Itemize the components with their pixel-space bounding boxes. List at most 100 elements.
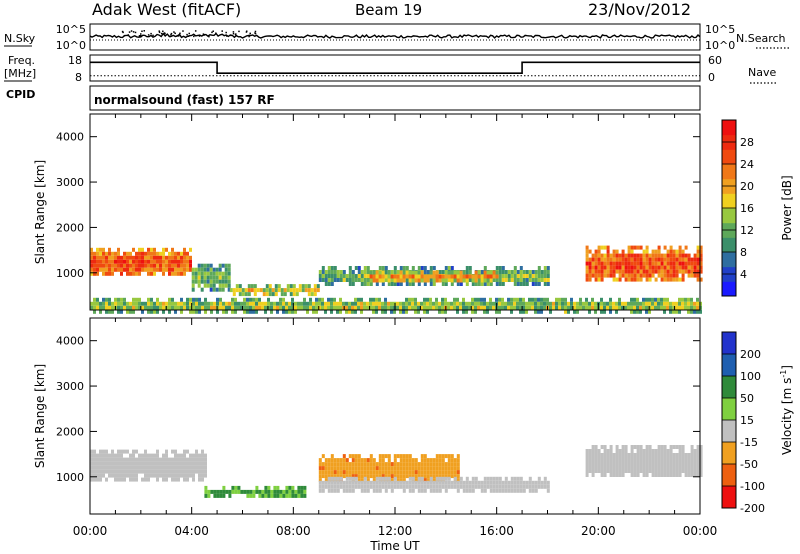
heatmap-cell [219, 489, 223, 494]
heatmap-cell [183, 461, 186, 466]
heatmap-cell [324, 309, 327, 314]
heatmap-cell [138, 305, 141, 310]
heatmap-cell [612, 273, 616, 278]
heatmap-cell [660, 305, 663, 310]
heatmap-cell [135, 477, 138, 482]
heatmap-cell [606, 265, 610, 270]
heatmap-cell [283, 292, 287, 297]
heatmap-cell [306, 305, 309, 310]
heatmap-cell [690, 457, 694, 461]
heatmap-cell [636, 457, 640, 461]
heatmap-cell [627, 265, 631, 270]
heatmap-cell [197, 263, 201, 268]
heatmap-cell [165, 267, 168, 272]
heatmap-cell [636, 245, 640, 250]
heatmap-cell [423, 278, 427, 283]
heatmap-cell [678, 257, 682, 262]
heatmap-cell [165, 453, 168, 458]
heatmap-cell [624, 257, 628, 262]
heatmap-cell [191, 275, 195, 280]
heatmap-cell [594, 273, 598, 278]
heatmap-cell [204, 465, 207, 470]
heatmap-cell [438, 466, 442, 471]
heatmap-cell [690, 301, 693, 306]
heatmap-cell [498, 282, 502, 286]
heatmap-cell [204, 309, 207, 314]
heatmap-cell [345, 488, 349, 493]
heatmap-cell [663, 257, 667, 262]
heatmap-cell [456, 484, 460, 489]
heatmap-cell [630, 261, 634, 266]
heatmap-cell [330, 476, 334, 481]
heatmap-cell [177, 461, 180, 466]
colorbar-tick-label: 4 [740, 268, 747, 281]
heatmap-cell [402, 270, 406, 274]
heatmap-cell [444, 484, 448, 489]
heatmap-cell [507, 301, 510, 306]
heatmap-cell [291, 485, 295, 490]
noise-point [170, 32, 173, 35]
heatmap-cell [147, 305, 150, 310]
heatmap-cell [426, 305, 429, 310]
heatmap-cell [282, 305, 285, 310]
noise-point [130, 30, 133, 32]
cpid-label: CPID [6, 88, 35, 101]
heatmap-cell [396, 474, 400, 479]
heatmap-cell [633, 305, 636, 310]
heatmap-cell [141, 263, 144, 268]
heatmap-cell [660, 465, 664, 469]
heatmap-cell [274, 292, 278, 297]
heatmap-cell [209, 271, 213, 276]
heatmap-cell [651, 261, 655, 266]
heatmap-cell [687, 265, 691, 270]
heatmap-cell [687, 465, 691, 469]
heatmap-cell [450, 484, 454, 489]
heatmap-cell [351, 470, 355, 475]
heatmap-cell [135, 473, 138, 478]
heatmap-cell [666, 249, 670, 254]
heatmap-cell [390, 301, 393, 306]
heatmap-cell [594, 305, 597, 310]
heatmap-cell [183, 457, 186, 462]
heatmap-cell [93, 259, 96, 264]
heatmap-cell [162, 271, 165, 276]
heatmap-cell [327, 270, 331, 274]
heatmap-cell [600, 473, 604, 477]
heatmap-cell [327, 462, 331, 467]
heatmap-cell [621, 453, 625, 457]
heatmap-cell [447, 480, 451, 485]
heatmap-cell [696, 457, 700, 461]
heatmap-cell [360, 309, 363, 314]
heatmap-cell [537, 297, 540, 302]
heatmap-cell [603, 245, 607, 250]
heatmap-cell [261, 493, 265, 498]
heatmap-cell [609, 309, 612, 314]
heatmap-cell [138, 301, 141, 306]
heatmap-cell [324, 474, 328, 479]
heatmap-cell [224, 263, 228, 268]
heatmap-cell [253, 284, 257, 289]
heatmap-cell [357, 458, 361, 463]
heatmap-cell [489, 301, 492, 306]
heatmap-cell [375, 470, 379, 475]
heatmap-cell [600, 469, 604, 473]
heatmap-cell [204, 453, 207, 458]
heatmap-cell [414, 270, 418, 275]
heatmap-cell [255, 301, 258, 306]
heatmap-cell [621, 305, 624, 310]
heatmap-cell [321, 454, 325, 459]
heatmap-cell [129, 267, 132, 272]
heatmap-cell [324, 282, 328, 286]
heatmap-cell [198, 465, 201, 470]
heatmap-cell [375, 309, 378, 314]
heatmap-cell [633, 453, 637, 457]
heatmap-cell [468, 305, 471, 310]
heatmap-cell [660, 277, 664, 282]
heatmap-cell [253, 292, 257, 297]
heatmap-cell [399, 282, 403, 286]
heatmap-cell [195, 465, 198, 470]
heatmap-cell [246, 489, 250, 494]
heatmap-cell [591, 301, 594, 306]
heatmap-cell [369, 466, 373, 471]
heatmap-cell [507, 488, 511, 493]
